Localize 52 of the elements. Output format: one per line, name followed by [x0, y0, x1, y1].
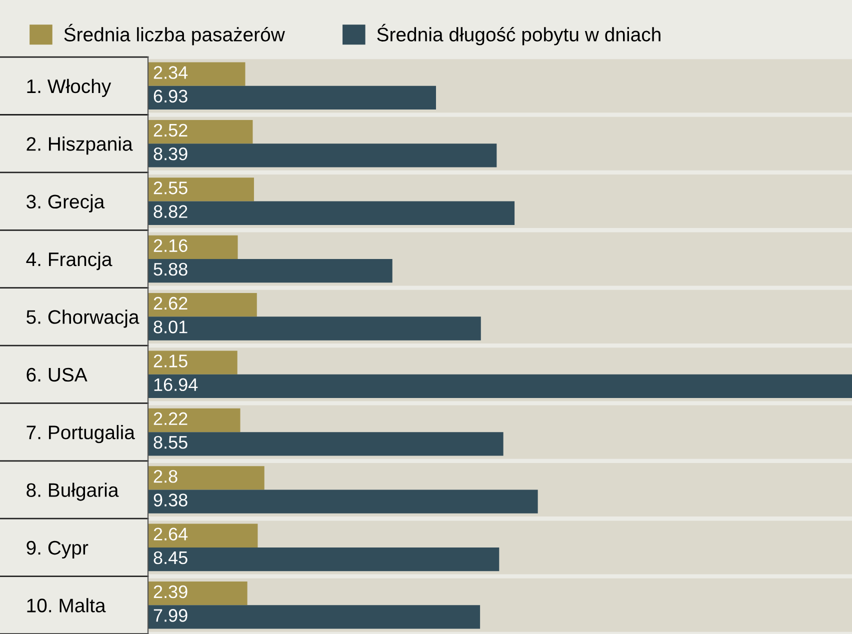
legend-label: Średnia liczba pasażerów: [64, 24, 285, 46]
y-tick-label: 4. Francja: [26, 252, 112, 270]
y-tick-label: 9. Cypr: [26, 540, 88, 559]
data-label: 5.88: [154, 262, 188, 276]
y-tick-label: 8. Bułgaria: [26, 482, 119, 501]
data-label: 6.93: [154, 90, 188, 103]
bar: [148, 258, 392, 283]
data-label: 2.39: [154, 585, 188, 598]
data-label: 2.64: [154, 528, 188, 540]
data-label: 8.01: [154, 320, 188, 334]
data-label: 8.82: [154, 205, 188, 218]
bar: [148, 524, 258, 548]
legend-label: Średnia długość pobytu w dniach: [377, 24, 660, 46]
data-label: 2.8: [154, 470, 178, 483]
data-label: 2.22: [154, 412, 188, 425]
y-tick-label: 3. Grecja: [26, 194, 105, 212]
bar: [148, 374, 852, 398]
bar: [148, 293, 257, 317]
bar: [148, 605, 480, 629]
data-label: 8.39: [154, 147, 188, 160]
bar: [148, 582, 248, 606]
data-label: 2.34: [154, 66, 188, 79]
bar: [148, 316, 481, 340]
bar: [148, 490, 538, 514]
y-tick-label: 2. Hiszpania: [26, 136, 133, 155]
bar: [148, 62, 246, 86]
y-tick-label: 6. USA: [26, 368, 88, 382]
data-label: 9.38: [154, 494, 188, 506]
bar: [148, 178, 254, 202]
data-label: 2.16: [154, 239, 188, 252]
y-tick-label: 10. Malta: [27, 598, 106, 612]
data-label: 8.55: [154, 436, 188, 449]
bar: [148, 120, 253, 144]
data-label: 8.45: [154, 551, 188, 564]
bar: [148, 408, 240, 432]
bar: [148, 235, 238, 259]
bar: [148, 144, 497, 168]
y-tick-label: 5. Chorwacja: [26, 310, 140, 328]
bar: [148, 466, 264, 490]
bar: [148, 432, 504, 456]
data-label: 7.99: [154, 609, 188, 622]
y-tick-label: 7. Portugalia: [26, 425, 135, 444]
y-tick-label: 1. Włochy: [27, 78, 112, 97]
bar: [148, 201, 515, 225]
data-label: 2.52: [154, 124, 188, 137]
bar: [148, 350, 238, 374]
data-label: 2.62: [154, 296, 188, 310]
data-label: 2.15: [154, 354, 188, 368]
bar: [148, 547, 500, 572]
bar: [148, 86, 436, 110]
data-label: 16.94: [154, 378, 198, 392]
data-label: 2.55: [154, 182, 188, 194]
